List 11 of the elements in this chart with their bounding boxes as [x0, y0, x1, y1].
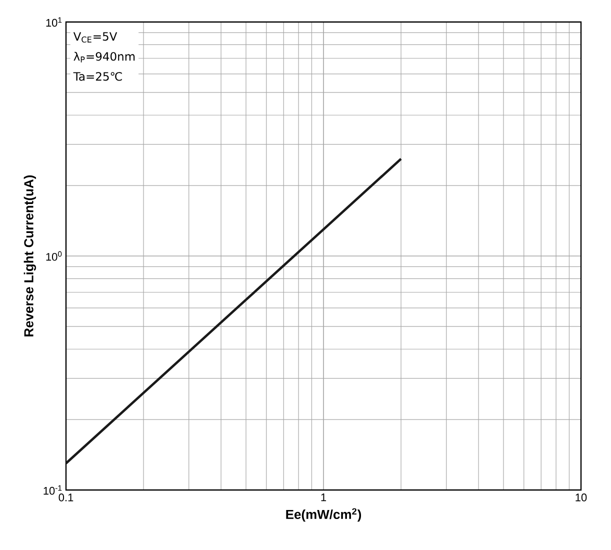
y-tick-label: 10$^{0}$: [46, 251, 62, 261]
x-axis-title: Ee(mW/cm$^{2}$): [286, 508, 362, 522]
y-tick-label: 10$^{1}$: [46, 17, 62, 27]
x-tick-label: 0.1: [58, 494, 74, 502]
annotation: Ta=25℃: [73, 72, 122, 81]
y-axis-title: Reverse Light Current(uA): [24, 175, 36, 336]
x-tick-label: 10: [576, 494, 587, 502]
y-tick-label: 10$^{-1}$: [44, 485, 62, 495]
annotation: λ$_{P}$=940nm: [74, 52, 135, 62]
annotation: V$_{CE}$=5V: [73, 32, 118, 43]
x-tick-label: 1: [321, 494, 326, 502]
